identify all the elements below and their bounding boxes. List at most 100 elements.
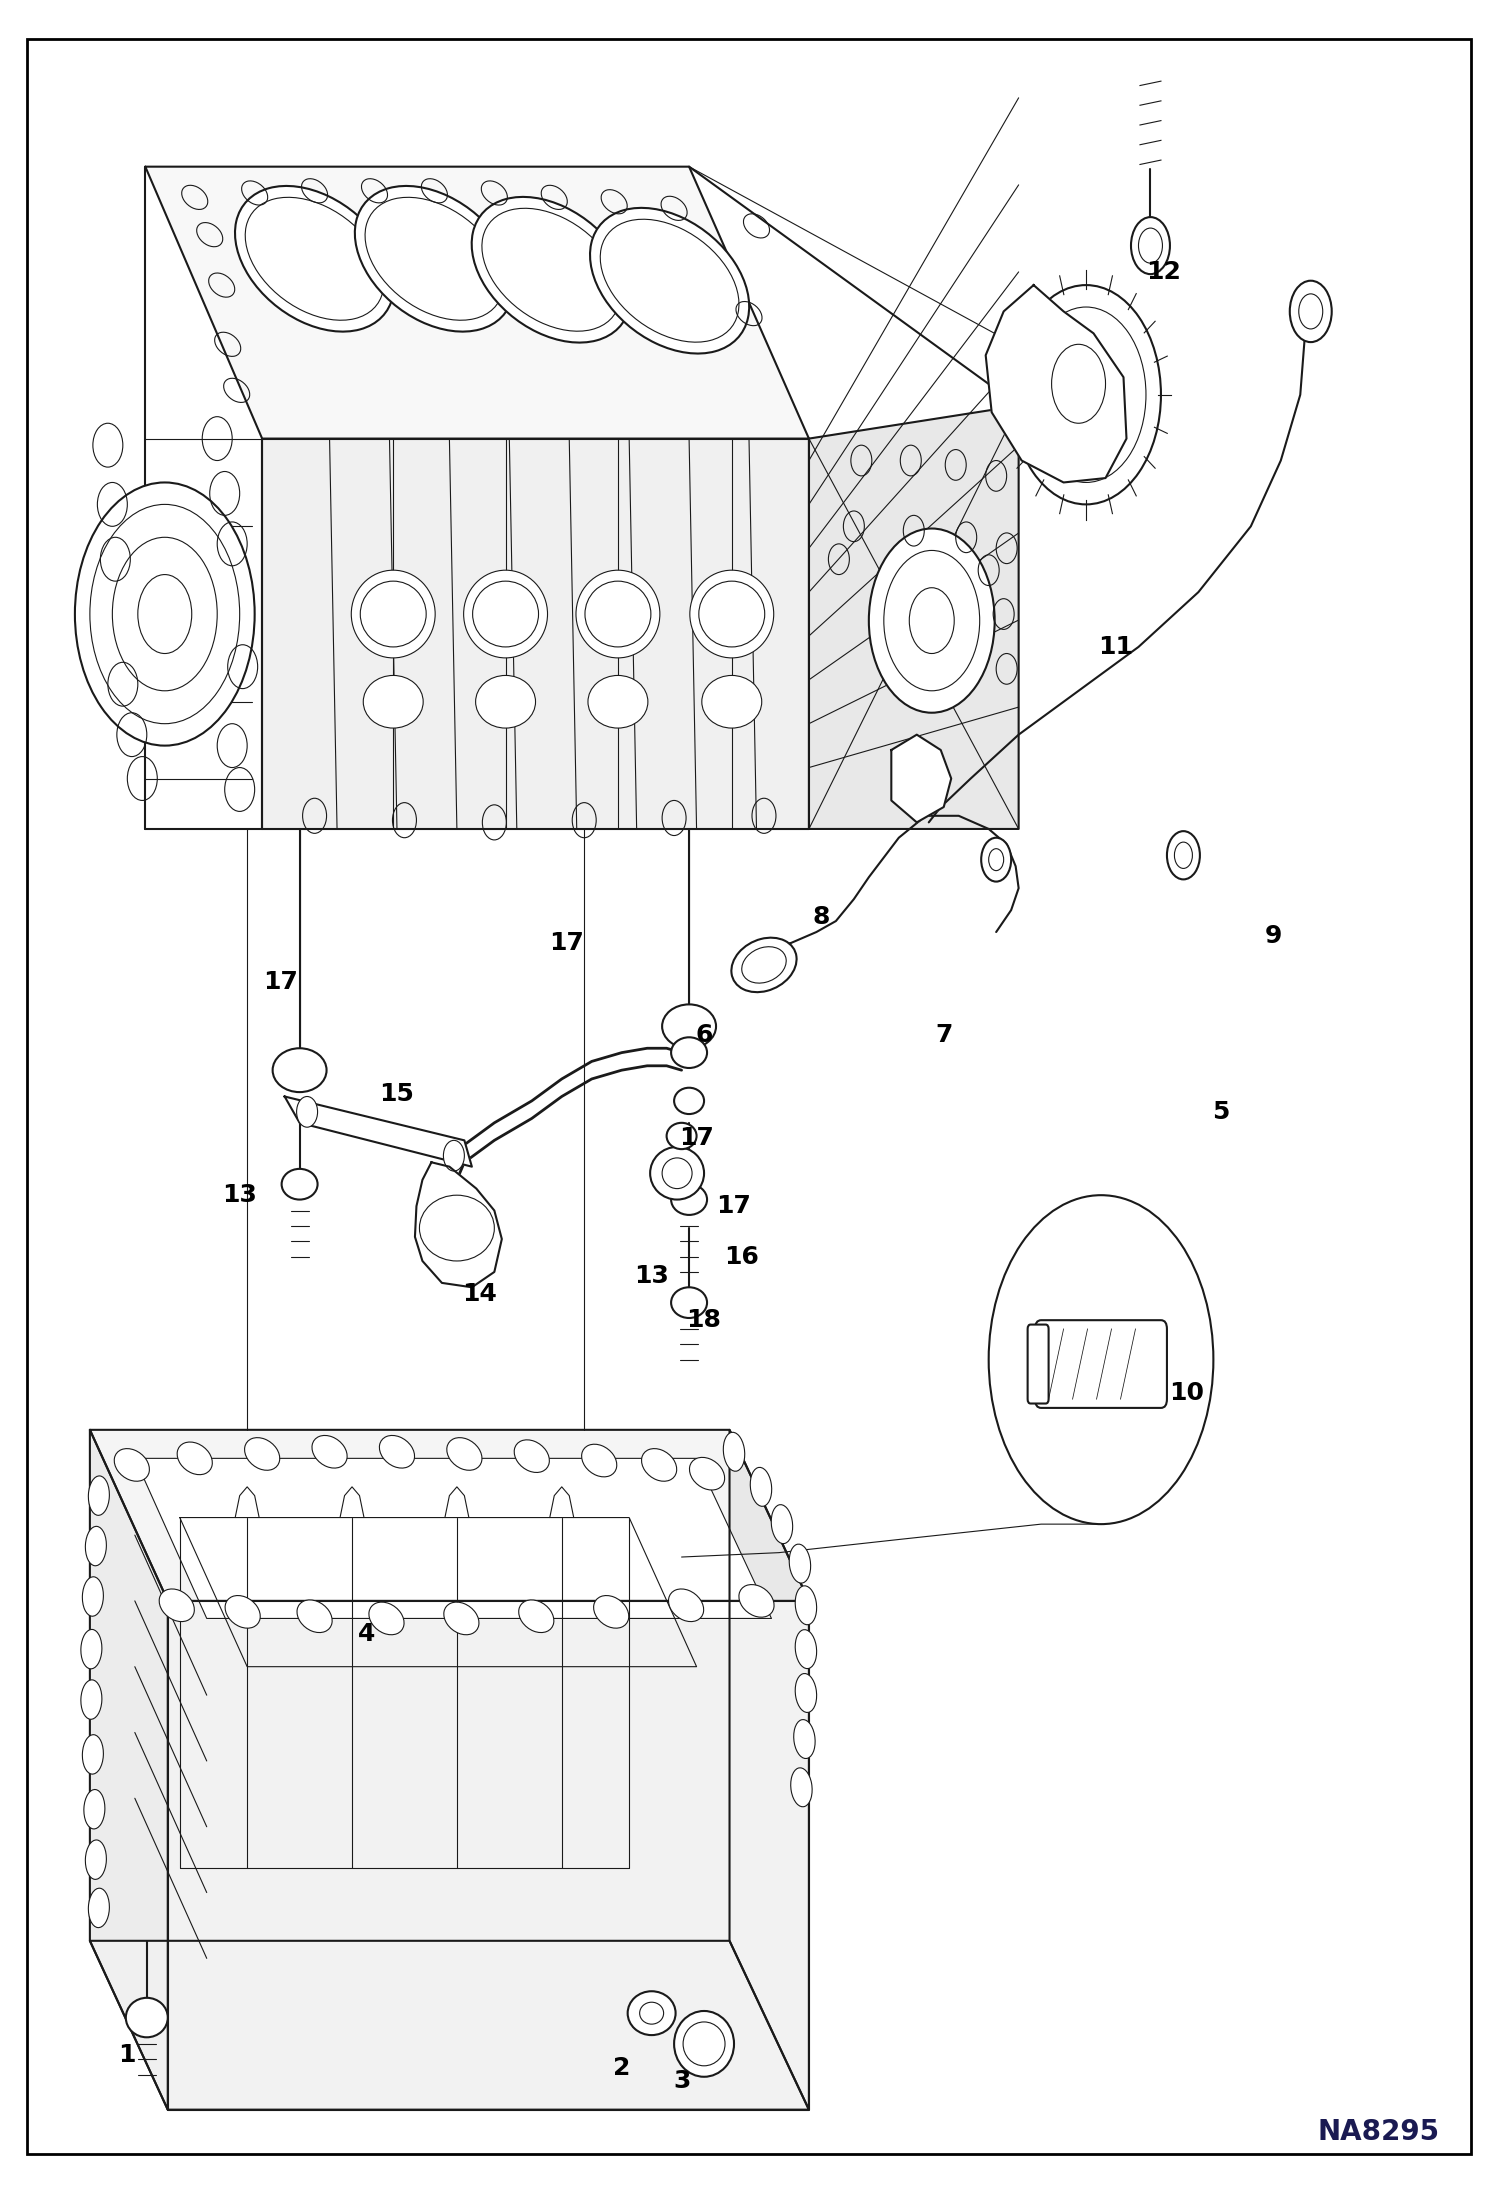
Ellipse shape (126, 1998, 168, 2037)
Text: 13: 13 (634, 1265, 670, 1287)
Ellipse shape (593, 1597, 629, 1627)
Circle shape (1290, 281, 1332, 342)
Ellipse shape (674, 2011, 734, 2077)
Text: 17: 17 (548, 932, 584, 954)
Circle shape (1011, 285, 1161, 504)
Ellipse shape (671, 1037, 707, 1068)
Polygon shape (285, 1096, 472, 1167)
Text: 1: 1 (118, 2044, 136, 2066)
Polygon shape (90, 1941, 809, 2110)
Ellipse shape (650, 1147, 704, 1200)
Ellipse shape (443, 1603, 479, 1634)
Ellipse shape (739, 1586, 774, 1616)
Ellipse shape (85, 1840, 106, 1879)
Ellipse shape (82, 1735, 103, 1774)
Ellipse shape (668, 1590, 704, 1621)
Ellipse shape (671, 1287, 707, 1318)
Circle shape (443, 1140, 464, 1171)
Ellipse shape (789, 1544, 810, 1583)
Ellipse shape (476, 675, 536, 728)
Ellipse shape (472, 197, 631, 342)
Text: 17: 17 (262, 971, 298, 993)
Text: 16: 16 (724, 1246, 759, 1268)
Ellipse shape (587, 675, 647, 728)
Ellipse shape (795, 1673, 816, 1713)
Ellipse shape (791, 1768, 812, 1807)
Ellipse shape (689, 570, 773, 658)
Text: 13: 13 (222, 1184, 258, 1206)
Circle shape (75, 482, 255, 746)
Circle shape (1131, 217, 1170, 274)
Ellipse shape (581, 1445, 617, 1476)
Text: 12: 12 (1146, 261, 1182, 283)
Text: 18: 18 (686, 1309, 722, 1331)
Text: 9: 9 (1264, 925, 1282, 947)
Text: 17: 17 (716, 1195, 752, 1217)
Ellipse shape (514, 1441, 550, 1472)
Ellipse shape (84, 1789, 105, 1829)
Text: 5: 5 (1212, 1101, 1230, 1123)
Ellipse shape (518, 1601, 554, 1632)
Ellipse shape (225, 1597, 261, 1627)
Ellipse shape (590, 208, 749, 353)
Polygon shape (730, 1430, 809, 2110)
Ellipse shape (297, 1601, 333, 1632)
Ellipse shape (364, 675, 422, 728)
Ellipse shape (795, 1629, 816, 1669)
Ellipse shape (82, 1577, 103, 1616)
Text: 3: 3 (673, 2070, 691, 2092)
Text: NA8295: NA8295 (1317, 2118, 1440, 2145)
Circle shape (981, 838, 1011, 882)
Ellipse shape (369, 1603, 404, 1634)
Polygon shape (168, 1601, 809, 2110)
Text: 14: 14 (461, 1283, 497, 1305)
Ellipse shape (88, 1888, 109, 1928)
Circle shape (297, 1096, 318, 1127)
Ellipse shape (312, 1436, 348, 1467)
Ellipse shape (379, 1436, 415, 1467)
Polygon shape (90, 1430, 168, 2110)
Polygon shape (415, 1162, 502, 1287)
Ellipse shape (351, 570, 436, 658)
Ellipse shape (641, 1450, 677, 1480)
Ellipse shape (159, 1590, 195, 1621)
Ellipse shape (81, 1680, 102, 1719)
Ellipse shape (731, 939, 797, 991)
Ellipse shape (114, 1450, 150, 1480)
Text: 4: 4 (358, 1623, 376, 1645)
Ellipse shape (689, 1458, 725, 1489)
Polygon shape (986, 285, 1126, 482)
Circle shape (989, 1195, 1213, 1524)
Ellipse shape (628, 1991, 676, 2035)
FancyBboxPatch shape (1028, 1325, 1049, 1404)
Ellipse shape (771, 1504, 792, 1544)
Text: 8: 8 (812, 906, 830, 928)
Text: 11: 11 (1098, 636, 1134, 658)
Ellipse shape (85, 1526, 106, 1566)
Ellipse shape (81, 1629, 102, 1669)
Circle shape (1167, 831, 1200, 879)
Ellipse shape (795, 1586, 816, 1625)
Ellipse shape (701, 675, 762, 728)
Ellipse shape (724, 1432, 745, 1472)
Ellipse shape (244, 1439, 280, 1469)
Polygon shape (891, 735, 951, 822)
Ellipse shape (355, 186, 514, 331)
Ellipse shape (662, 1004, 716, 1048)
Polygon shape (262, 439, 809, 829)
Polygon shape (90, 1430, 809, 1601)
Ellipse shape (674, 1088, 704, 1114)
Text: 15: 15 (379, 1083, 415, 1105)
Ellipse shape (667, 1123, 697, 1149)
Ellipse shape (464, 570, 548, 658)
Ellipse shape (671, 1184, 707, 1215)
Text: 6: 6 (695, 1024, 713, 1046)
Ellipse shape (282, 1169, 318, 1200)
Ellipse shape (794, 1719, 815, 1759)
Text: 2: 2 (613, 2057, 631, 2079)
Ellipse shape (273, 1048, 327, 1092)
Text: 7: 7 (935, 1024, 953, 1046)
Ellipse shape (235, 186, 394, 331)
Ellipse shape (446, 1439, 482, 1469)
Circle shape (869, 529, 995, 713)
